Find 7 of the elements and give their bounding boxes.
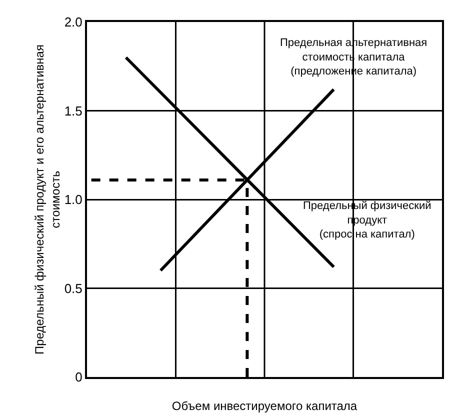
y-axis-title: Предельный физический продукт и его альтернативная стоимость (32, 44, 62, 354)
x-axis-title: Объем инвестируемого капитала (172, 399, 358, 413)
y-tick-label: 2.0 (64, 14, 82, 30)
y-tick-label: 1.5 (64, 103, 82, 118)
y-tick-label: 0.5 (64, 280, 82, 296)
y-tick-label: 1.0 (64, 192, 82, 208)
y-tick-label: 0 (75, 370, 82, 385)
